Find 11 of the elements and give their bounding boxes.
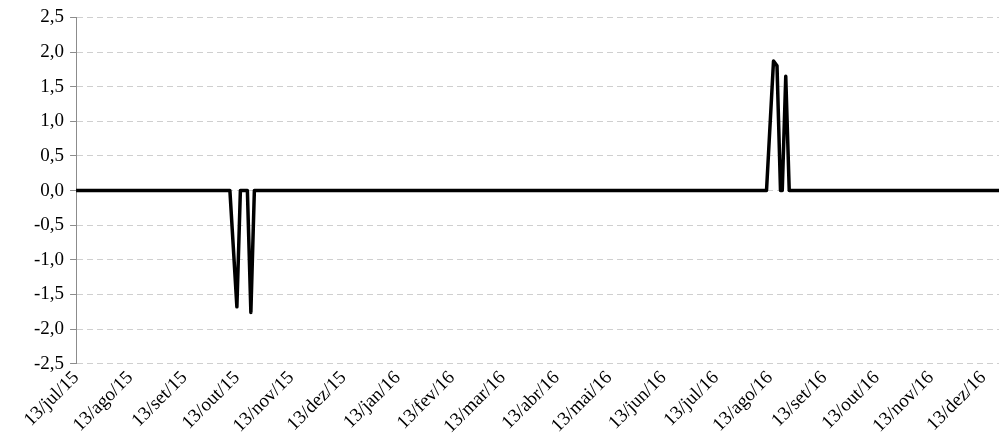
y-tick-label: -0,5 <box>34 213 65 235</box>
y-tick-label: -2,5 <box>34 351 65 373</box>
y-tick-label: 1,0 <box>40 109 65 131</box>
y-tick-label: 0,0 <box>40 178 65 200</box>
y-tick-label: -1,0 <box>34 247 65 269</box>
y-tick-label: 0,5 <box>40 143 65 165</box>
y-tick-label: 2,5 <box>40 5 65 27</box>
y-tick-label: -1,5 <box>34 282 65 304</box>
y-tick-label: 1,5 <box>40 74 65 96</box>
y-tick-label: 2,0 <box>40 40 65 62</box>
y-tick-label: -2,0 <box>34 317 65 339</box>
